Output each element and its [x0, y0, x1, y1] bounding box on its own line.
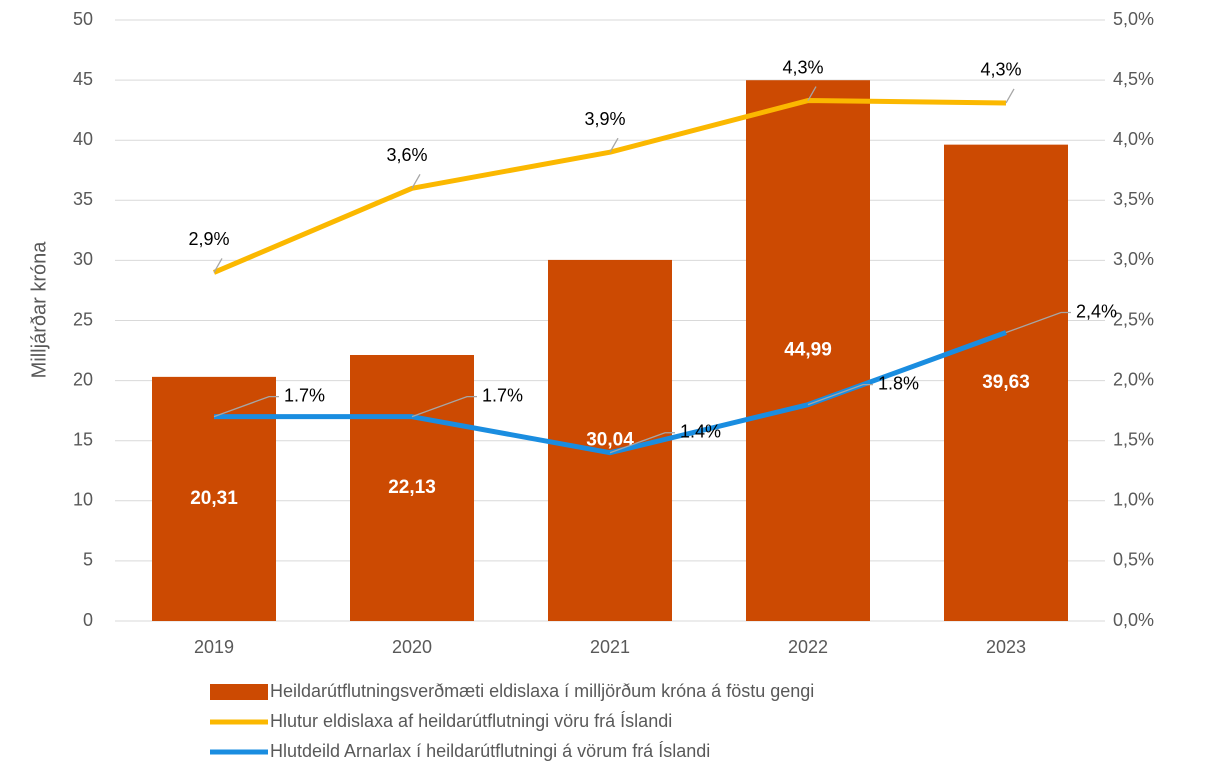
bar-value-label: 39,63: [982, 372, 1030, 393]
legend-label: Hlutdeild Arnarlax í heildarútflutningi …: [270, 741, 710, 761]
leader-line: [1005, 311, 1071, 334]
y2-tick-label: 4,5%: [1113, 69, 1154, 89]
y-axis-label: Milljárðar króna: [28, 241, 50, 379]
y-tick-label: 50: [73, 9, 93, 29]
y2-tick-label: 2,0%: [1113, 369, 1154, 389]
legend-swatch: [210, 684, 268, 700]
x-tick-label: 2022: [788, 637, 828, 657]
line-value-label: 3,6%: [386, 145, 427, 165]
y2-tick-label: 3,0%: [1113, 249, 1154, 269]
y-tick-label: 25: [73, 309, 93, 329]
line-value-label: 2,9%: [188, 229, 229, 249]
line-value-label: 1.4%: [680, 421, 721, 441]
x-tick-label: 2019: [194, 637, 234, 657]
y2-tick-label: 0,5%: [1113, 550, 1154, 570]
y-tick-label: 10: [73, 490, 93, 510]
y-tick-label: 20: [73, 369, 93, 389]
leader-line: [609, 432, 675, 454]
leader-line: [213, 396, 279, 418]
y2-tick-label: 5,0%: [1113, 9, 1154, 29]
y-tick-label: 40: [73, 129, 93, 149]
line-value-label: 1.7%: [284, 385, 325, 405]
y-tick-label: 30: [73, 249, 93, 269]
x-tick-label: 2021: [590, 637, 630, 657]
line-value-label: 3,9%: [584, 109, 625, 129]
bar-value-label: 20,31: [190, 488, 238, 509]
leader-line: [213, 258, 223, 273]
bar-value-label: 44,99: [784, 340, 832, 361]
y-tick-label: 0: [83, 610, 93, 630]
bar: [944, 144, 1068, 621]
leader-line: [411, 396, 477, 418]
leader-line: [807, 86, 817, 101]
x-tick-label: 2023: [986, 637, 1026, 657]
line-value-label: 2,4%: [1076, 301, 1117, 321]
leader-line: [411, 173, 421, 189]
legend-label: Heildarútflutningsverðmæti eldislaxa í m…: [270, 681, 814, 701]
bar: [746, 80, 870, 621]
y-tick-label: 45: [73, 69, 93, 89]
x-tick-label: 2020: [392, 637, 432, 657]
leader-line: [807, 383, 873, 406]
bar: [350, 354, 474, 621]
y2-tick-label: 0,0%: [1113, 610, 1154, 630]
y-tick-label: 15: [73, 429, 93, 449]
y-tick-label: 5: [83, 550, 93, 570]
y2-tick-label: 2,5%: [1113, 309, 1154, 329]
line-value-label: 1.8%: [878, 373, 919, 393]
bar-value-label: 30,04: [586, 429, 634, 450]
line-value-label: 1.7%: [482, 385, 523, 405]
leader-line: [609, 137, 619, 153]
y2-tick-label: 1,0%: [1113, 490, 1154, 510]
line-value-label: 4,3%: [980, 60, 1021, 80]
bar-value-label: 22,13: [388, 477, 436, 498]
y-tick-label: 35: [73, 189, 93, 209]
y2-tick-label: 3,5%: [1113, 189, 1154, 209]
y2-tick-label: 1,5%: [1113, 429, 1154, 449]
legend-label: Hlutur eldislaxa af heildarútflutningi v…: [270, 711, 672, 731]
y2-tick-label: 4,0%: [1113, 129, 1154, 149]
line-value-label: 4,3%: [782, 57, 823, 77]
leader-line: [1005, 88, 1015, 104]
